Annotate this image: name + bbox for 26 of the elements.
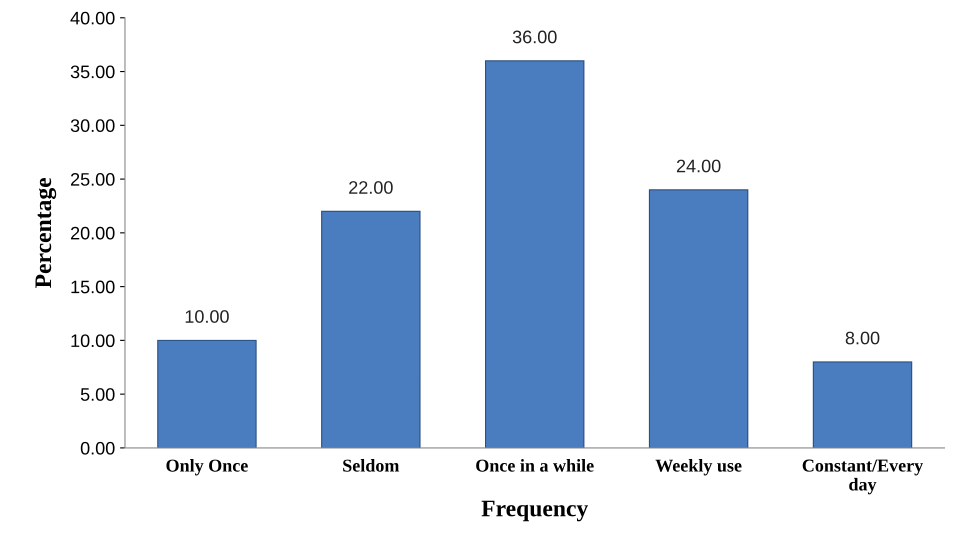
data-label: 24.00 (676, 160, 720, 172)
y-tick-label: 5.00 (80, 388, 115, 401)
y-axis-title: Percentage (36, 178, 56, 288)
data-label: 10.00 (186, 310, 229, 323)
x-axis-title: Frequency (482, 500, 588, 522)
bar (321, 210, 421, 448)
y-tick-label: 0.00 (80, 442, 115, 455)
data-label: 8.00 (846, 332, 880, 344)
y-tick-label: 30.00 (70, 119, 115, 132)
x-tick-label: Seldom (343, 459, 400, 472)
y-tick-label: 25.00 (70, 173, 115, 186)
x-tick-label: Weekly use (655, 459, 742, 476)
data-label: 36.00 (512, 30, 557, 44)
x-tick-label: Constant/Every day (802, 460, 924, 494)
bar (648, 189, 748, 448)
data-label: 22.00 (349, 181, 393, 194)
bar (157, 340, 257, 448)
y-tick-label: 10.00 (71, 334, 115, 348)
x-tick-label: Once in a while (476, 459, 594, 472)
y-tick-label: 40.00 (70, 12, 115, 25)
y-tick-label: 20.00 (70, 226, 115, 240)
y-tick-label: 15.00 (71, 280, 115, 294)
x-tick-label: Only Once (166, 459, 248, 476)
y-tick-label: 35.00 (70, 65, 115, 78)
bar (812, 361, 912, 448)
bar (484, 60, 584, 448)
